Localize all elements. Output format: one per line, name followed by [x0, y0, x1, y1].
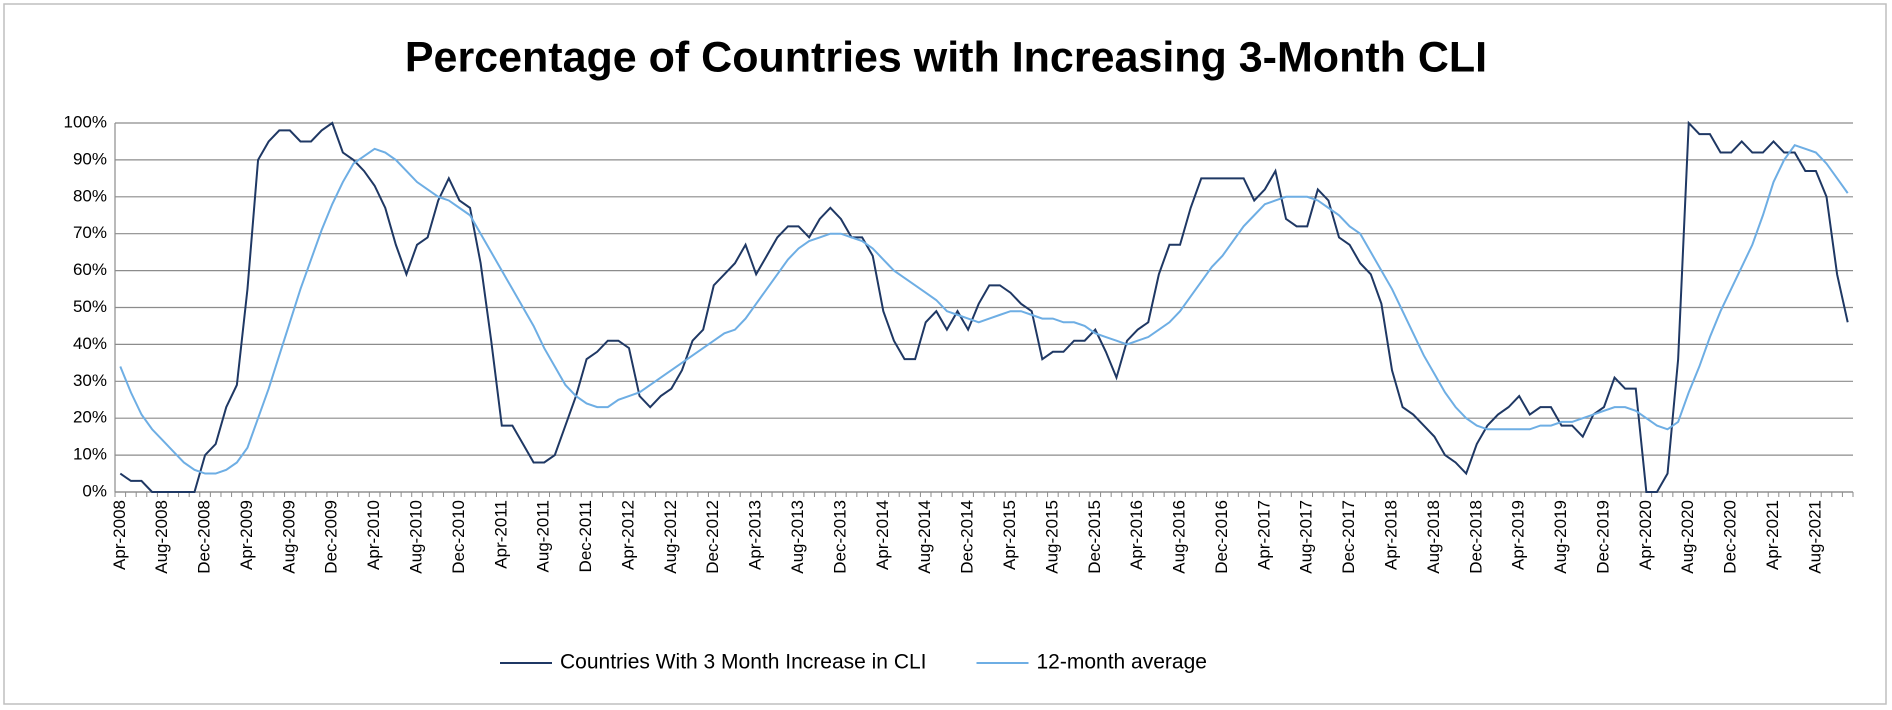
y-tick-label: 70% — [73, 223, 107, 242]
y-tick-label: 10% — [73, 445, 107, 464]
x-tick-label: Aug-2016 — [1170, 500, 1189, 574]
y-tick-label: 80% — [73, 186, 107, 205]
y-tick-label: 20% — [73, 408, 107, 427]
x-tick-label: Dec-2008 — [195, 500, 214, 574]
y-tick-label: 30% — [73, 371, 107, 390]
x-tick-label: Dec-2012 — [703, 500, 722, 574]
x-tick-label: Dec-2020 — [1721, 500, 1740, 574]
x-tick-label: Apr-2015 — [1000, 500, 1019, 570]
x-tick-label: Apr-2008 — [110, 500, 129, 570]
x-tick-label: Apr-2016 — [1127, 500, 1146, 570]
x-tick-label: Aug-2008 — [152, 500, 171, 574]
x-tick-label: Apr-2019 — [1509, 500, 1528, 570]
x-tick-label: Apr-2012 — [618, 500, 637, 570]
x-tick-label: Aug-2019 — [1551, 500, 1570, 574]
y-tick-label: 40% — [73, 334, 107, 353]
x-tick-label: Aug-2020 — [1678, 500, 1697, 574]
x-tick-label: Dec-2015 — [1085, 500, 1104, 574]
x-tick-label: Aug-2009 — [279, 500, 298, 574]
x-tick-label: Apr-2009 — [237, 500, 256, 570]
legend-label: Countries With 3 Month Increase in CLI — [560, 651, 927, 674]
x-tick-label: Aug-2018 — [1424, 500, 1443, 574]
x-tick-label: Aug-2011 — [534, 500, 553, 572]
x-tick-label: Dec-2018 — [1466, 500, 1485, 574]
series-line — [119, 143, 1849, 475]
chart-border — [3, 3, 1887, 705]
x-tick-label: Aug-2013 — [788, 500, 807, 574]
x-tick-label: Dec-2017 — [1339, 500, 1358, 574]
x-tick-label: Aug-2017 — [1297, 500, 1316, 574]
x-tick-label: Apr-2017 — [1254, 500, 1273, 570]
x-tick-label: Apr-2021 — [1763, 500, 1782, 570]
x-tick-label: Aug-2014 — [915, 500, 934, 574]
x-tick-label: Dec-2011 — [576, 500, 595, 572]
y-tick-label: 100% — [64, 112, 107, 131]
x-tick-label: Aug-2010 — [407, 500, 426, 574]
x-tick-label: Dec-2013 — [830, 500, 849, 574]
x-tick-label: Apr-2020 — [1636, 500, 1655, 570]
y-tick-label: 0% — [82, 481, 107, 500]
chart-title: Percentage of Countries with Increasing … — [405, 33, 1487, 81]
x-tick-label: Dec-2014 — [958, 500, 977, 574]
x-tick-label: Aug-2015 — [1042, 500, 1061, 574]
x-tick-label: Apr-2010 — [364, 500, 383, 570]
y-tick-label: 60% — [73, 260, 107, 279]
y-tick-label: 50% — [73, 297, 107, 316]
x-tick-label: Apr-2018 — [1381, 500, 1400, 570]
x-tick-label: Dec-2019 — [1593, 500, 1612, 574]
x-tick-label: Aug-2021 — [1805, 500, 1824, 574]
x-tick-label: Aug-2012 — [661, 500, 680, 574]
x-tick-label: Dec-2009 — [322, 500, 341, 574]
y-tick-label: 90% — [73, 149, 107, 168]
legend-label: 12-month average — [1037, 651, 1207, 674]
x-tick-label: Apr-2013 — [746, 500, 765, 570]
x-tick-label: Apr-2011 — [491, 500, 510, 569]
x-tick-label: Dec-2010 — [449, 500, 468, 574]
x-tick-label: Apr-2014 — [873, 500, 892, 570]
x-tick-label: Dec-2016 — [1212, 500, 1231, 574]
